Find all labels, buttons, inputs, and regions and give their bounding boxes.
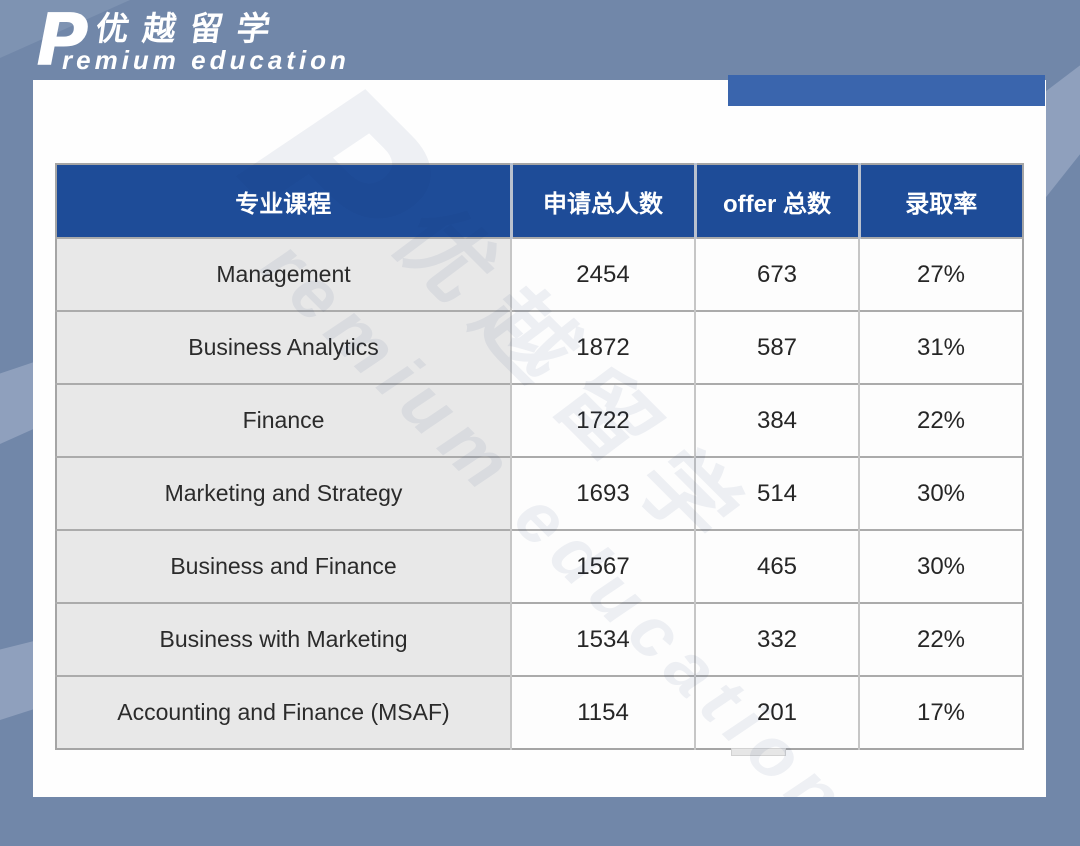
table-row: Business with Marketing 1534 332 22% — [56, 602, 1023, 676]
table-header-row: 专业课程 申请总人数 offer 总数 录取率 — [56, 164, 1023, 238]
cell-program: Management — [56, 237, 512, 311]
col-header-program: 专业课程 — [56, 164, 513, 238]
cell-offers: 384 — [695, 383, 860, 457]
cell-program: Business with Marketing — [56, 602, 512, 676]
cell-applicants: 1872 — [511, 310, 696, 384]
cell-offers: 332 — [695, 602, 860, 676]
table-row: Business Analytics 1872 587 31% — [56, 310, 1023, 384]
col-header-applicants: 申请总人数 — [511, 164, 697, 238]
cell-applicants: 1567 — [511, 529, 696, 603]
cell-program: Accounting and Finance (MSAF) — [56, 675, 512, 749]
col-header-offers: offer 总数 — [695, 164, 861, 238]
cell-offers: 587 — [695, 310, 860, 384]
cell-program: Marketing and Strategy — [56, 456, 512, 530]
cell-rate: 31% — [859, 310, 1023, 384]
cell-applicants: 2454 — [511, 237, 696, 311]
cell-rate: 22% — [859, 383, 1023, 457]
table-row: Accounting and Finance (MSAF) 1154 201 1… — [56, 675, 1023, 749]
cell-rate: 22% — [859, 602, 1023, 676]
cell-program: Finance — [56, 383, 512, 457]
cell-applicants: 1534 — [511, 602, 696, 676]
cell-rate: 30% — [859, 529, 1023, 603]
cell-program: Business Analytics — [56, 310, 512, 384]
brand-logo-initial: P — [36, 0, 89, 82]
brand-logo-english: remium education — [62, 45, 350, 75]
cell-rate: 27% — [859, 237, 1023, 311]
table-row: Business and Finance 1567 465 30% — [56, 529, 1023, 603]
table-row: Management 2454 673 27% — [56, 237, 1023, 311]
sheet-tab-remnant — [731, 748, 786, 756]
cell-offers: 514 — [695, 456, 860, 530]
brand-logo-chinese: 优越留学 — [93, 10, 287, 47]
cell-applicants: 1154 — [511, 675, 696, 749]
cell-offers: 201 — [695, 675, 860, 749]
cell-applicants: 1693 — [511, 456, 696, 530]
brand-logo: P 优越留学 remium education — [0, 0, 420, 80]
cell-rate: 17% — [859, 675, 1023, 749]
table-row: Finance 1722 384 22% — [56, 383, 1023, 457]
cell-offers: 673 — [695, 237, 860, 311]
col-header-rate: 录取率 — [859, 164, 1023, 238]
cell-program: Business and Finance — [56, 529, 512, 603]
content-card: 专业课程 申请总人数 offer 总数 录取率 Management 2454 … — [33, 80, 1046, 797]
admissions-table: 专业课程 申请总人数 offer 总数 录取率 Management 2454 … — [55, 163, 1024, 750]
cell-rate: 30% — [859, 456, 1023, 530]
cell-offers: 465 — [695, 529, 860, 603]
accent-bar — [728, 75, 1045, 106]
cell-applicants: 1722 — [511, 383, 696, 457]
table-row: Marketing and Strategy 1693 514 30% — [56, 456, 1023, 530]
